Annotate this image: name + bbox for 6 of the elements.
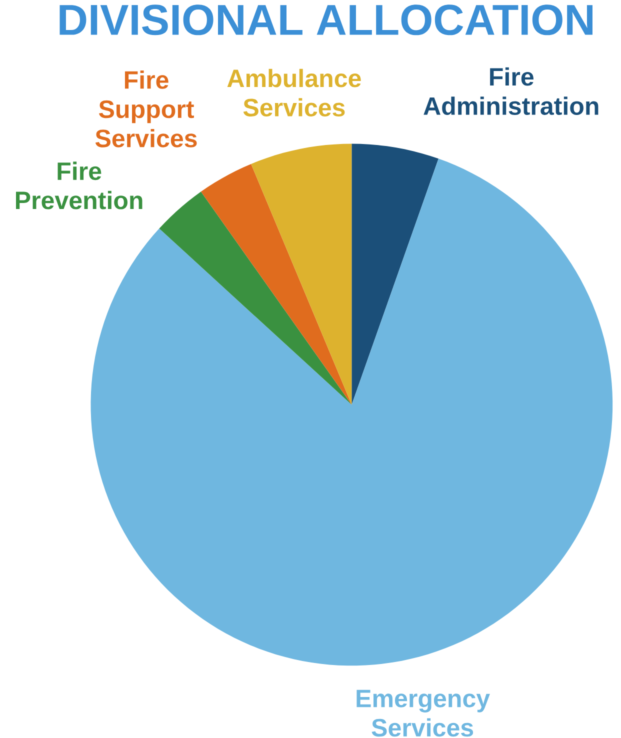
slice-label: Fire Administration <box>423 67 598 115</box>
slice-label: Fire Support Services <box>95 70 197 148</box>
slice-label: Ambulance Services <box>227 68 361 116</box>
slice-label: Emergency Services <box>356 690 490 737</box>
chart-title: DIVISIONAL ALLOCATION <box>60 4 592 36</box>
slice-label: Fire Prevention <box>16 162 142 210</box>
